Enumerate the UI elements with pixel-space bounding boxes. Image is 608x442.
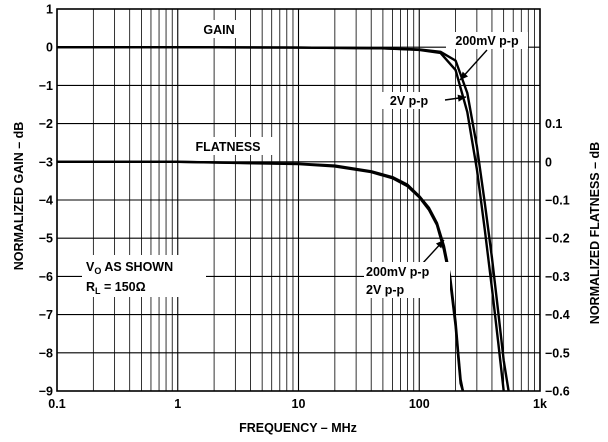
y-left-tick-label: −8 [39,346,53,360]
y-right-tick-label: −0.5 [545,346,570,360]
tick-labels: 0.1 1 10 100 1k10−1−2−3−4−5−6−7−8−90.10−0.1−… [39,3,570,412]
y-right-tick-label: 0 [545,155,552,169]
conditions-vo-label: VO AS SHOWN [86,260,173,276]
x-tick-label: 0.1 [48,397,65,411]
plot-frame [56,8,541,392]
gain-label: GAIN [203,23,234,37]
flatness-curve-2v [57,160,465,392]
gain-curve-2v [57,46,505,392]
y-left-tick-label: −1 [39,79,53,93]
y-left-tick-label: −4 [39,194,53,208]
y-left-tick-label: −2 [39,117,53,131]
conditions-rl-label: RL = 150Ω [86,280,146,296]
gain-200mv-label: 200mV p-p [455,34,519,48]
y-left-tick-label: −5 [39,232,53,246]
x-tick-label: 10 [292,397,306,411]
annotation-leaders [421,49,488,265]
x-tick-label: 100 [409,397,430,411]
chart-curves [57,46,510,392]
y-left-tick-label: −6 [39,270,53,284]
y-axis-left-title: NORMALIZED GAIN – dB [12,122,26,271]
chart-grid [56,8,541,392]
y-right-tick-label: −0.4 [545,308,570,322]
gain-2v-label: 2V p-p [390,94,429,108]
y-right-tick-label: −0.6 [545,385,570,399]
y-axis-right-title: NORMALIZED FLATNESS – dB [588,142,602,324]
flatness-200mv-label: 200mV p-p [366,265,430,279]
y-right-tick-label: −0.1 [545,194,570,208]
y-left-tick-label: −3 [39,155,53,169]
y-left-tick-label: 1 [46,3,53,17]
y-right-tick-label: −0.2 [545,232,570,246]
y-right-tick-label: −0.3 [545,270,570,284]
x-tick-label: 1 [174,397,181,411]
gain-2v-leader-head [457,94,466,102]
flatness-label: FLATNESS [195,140,260,154]
x-axis-title: FREQUENCY – MHz [239,421,357,435]
flatness-2v-label: 2V p-p [366,283,405,297]
y-left-tick-label: 0 [46,41,53,55]
gain-200mv-leader-head [460,71,469,80]
x-tick-label: 1k [533,397,547,411]
y-left-tick-label: −9 [39,385,53,399]
y-right-tick-label: 0.1 [545,117,562,131]
y-left-tick-label: −7 [39,308,53,322]
flatness-leader-head [435,240,444,249]
